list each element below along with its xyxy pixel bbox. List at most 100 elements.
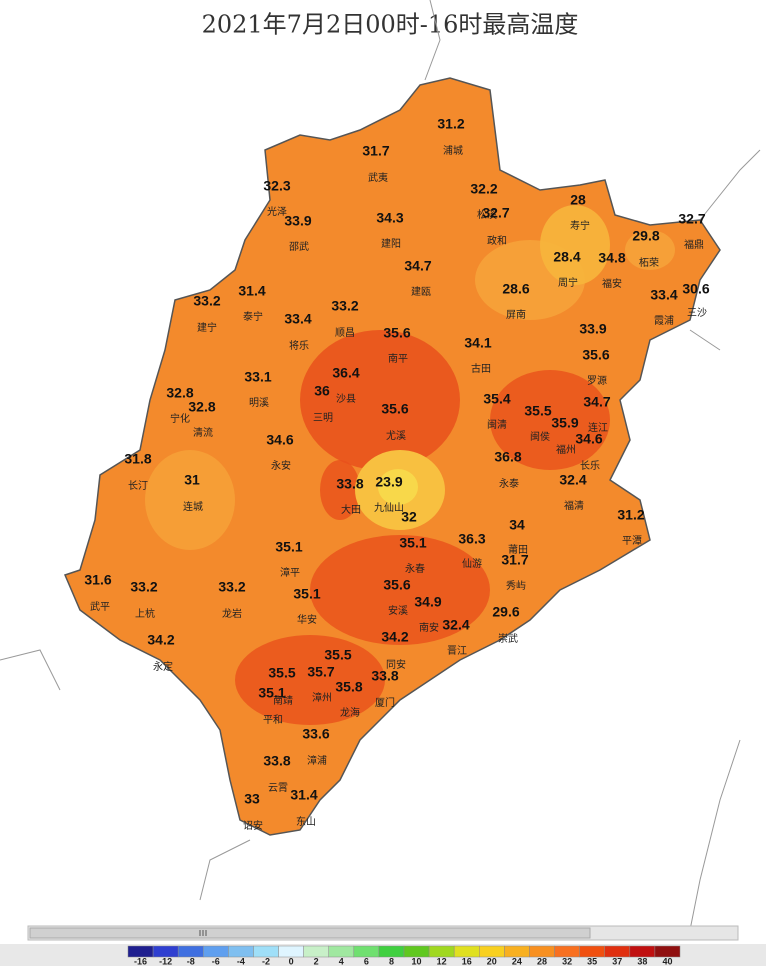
legend-swatch — [278, 945, 304, 958]
legend-tick-label: 20 — [487, 956, 497, 966]
legend-tick-label: -16 — [134, 956, 147, 966]
place-name: 平潭 — [622, 535, 642, 547]
place-name: 平和 — [263, 714, 283, 726]
temperature-label: 34.6 — [575, 431, 602, 447]
place-name: 东山 — [296, 815, 316, 828]
temperature-label: 28.4 — [553, 249, 580, 265]
temperature-label: 35.6 — [383, 577, 410, 593]
temperature-label: 34.3 — [376, 210, 403, 226]
map-title: 2021年7月2日00时-16时最高温度 — [202, 11, 579, 39]
place-name: 闽清 — [487, 418, 507, 431]
place-name: 尤溪 — [386, 429, 406, 442]
place-name: 寿宁 — [570, 219, 590, 232]
place-name: 晋江 — [447, 645, 467, 657]
temperature-label: 33.6 — [302, 726, 329, 742]
place-name: 永定 — [153, 660, 173, 673]
temperature-label: 35.6 — [383, 325, 410, 341]
legend-tick-label: 35 — [587, 956, 597, 966]
place-name: 光泽 — [267, 205, 287, 218]
temperature-label: 32 — [401, 509, 417, 525]
province-fill — [63, 77, 721, 836]
place-name: 屏南 — [506, 308, 526, 321]
legend-swatch — [303, 945, 329, 958]
temperature-label: 33.4 — [650, 287, 677, 303]
legend-swatch — [504, 945, 530, 958]
temperature-label: 35.1 — [258, 685, 285, 701]
temperature-label: 35.5 — [324, 647, 351, 663]
place-name: 顺昌 — [335, 327, 355, 339]
place-name: 漳平 — [280, 566, 300, 579]
temperature-label: 34.9 — [414, 594, 441, 610]
legend-swatch — [654, 945, 681, 958]
temperature-label: 35.9 — [551, 415, 578, 431]
temperature-label: 34.6 — [266, 432, 293, 448]
temperature-label: 34.7 — [404, 258, 431, 274]
place-name: 武夷 — [368, 171, 388, 184]
place-name: 泰宁 — [243, 310, 263, 323]
place-name: 罗源 — [587, 374, 607, 387]
place-name: 古田 — [471, 362, 491, 375]
legend-tick-label: 28 — [537, 956, 547, 966]
place-name: 武平 — [90, 600, 110, 613]
temperature-label: 33.2 — [331, 298, 358, 314]
place-name: 将乐 — [289, 340, 309, 352]
legend-tick-label: -2 — [262, 956, 270, 966]
temperature-label: 33.4 — [284, 311, 311, 327]
place-name: 同安 — [386, 658, 406, 671]
temperature-label: 33.9 — [284, 213, 311, 229]
legend-tick-label: 24 — [512, 956, 522, 966]
legend-swatch — [428, 945, 455, 958]
legend-swatch — [378, 945, 405, 958]
temperature-label: 33.2 — [130, 579, 157, 595]
legend-swatch — [203, 945, 229, 958]
temperature-label: 35.1 — [275, 539, 302, 555]
temperature-label: 35.6 — [582, 347, 609, 363]
place-name: 莆田 — [508, 543, 528, 556]
place-name: 松溪 — [477, 208, 497, 221]
place-name: 清流 — [193, 426, 213, 439]
legend-swatch — [152, 945, 179, 958]
place-name: 仙游 — [462, 557, 482, 570]
place-name: 厦门 — [375, 696, 395, 709]
place-name: 南靖 — [273, 694, 293, 707]
legend-swatch — [554, 945, 580, 958]
temperature-label: 33.8 — [263, 753, 290, 769]
temperature-label: 34.2 — [147, 632, 174, 648]
place-name: 邵武 — [289, 240, 309, 253]
place-name: 长乐 — [580, 460, 600, 472]
legend-swatch — [579, 945, 605, 958]
temperature-label: 36 — [314, 383, 330, 399]
legend-tick-label: 40 — [662, 956, 672, 966]
legend-swatch — [453, 945, 480, 958]
legend-tick-label: 8 — [389, 956, 394, 966]
legend-swatch — [403, 945, 430, 958]
temperature-label: 23.9 — [375, 474, 402, 490]
temperature-label: 35.7 — [307, 664, 334, 680]
place-name: 福州 — [556, 443, 576, 456]
temperature-label: 32.7 — [678, 211, 705, 227]
place-name: 华安 — [297, 613, 317, 626]
temperature-label: 32.7 — [482, 205, 509, 221]
legend-swatch — [253, 945, 279, 958]
temperature-label: 36.3 — [458, 531, 485, 547]
place-name: 明溪 — [249, 397, 269, 409]
scrollbar[interactable] — [27, 925, 739, 941]
place-name: 九仙山 — [374, 501, 404, 514]
temperature-label: 28 — [570, 192, 586, 208]
temperature-label: 35.5 — [524, 403, 551, 419]
legend-tick-label: 6 — [364, 956, 369, 966]
legend-swatch — [479, 945, 505, 958]
legend-tick-label: 10 — [412, 956, 422, 966]
temperature-label: 32.8 — [166, 385, 193, 401]
legend-swatch — [127, 945, 154, 958]
place-name: 柘荣 — [639, 256, 659, 269]
legend-swatch — [529, 945, 555, 958]
place-name: 漳州 — [312, 691, 332, 704]
temperature-label: 35.6 — [381, 401, 408, 417]
temperature-label: 29.6 — [492, 604, 519, 620]
place-name: 大田 — [341, 503, 361, 516]
temperature-label: 32.3 — [263, 178, 290, 194]
temperature-label: 34.1 — [464, 335, 491, 351]
temperature-label: 35.1 — [399, 535, 426, 551]
place-name: 闽侯 — [530, 430, 550, 443]
